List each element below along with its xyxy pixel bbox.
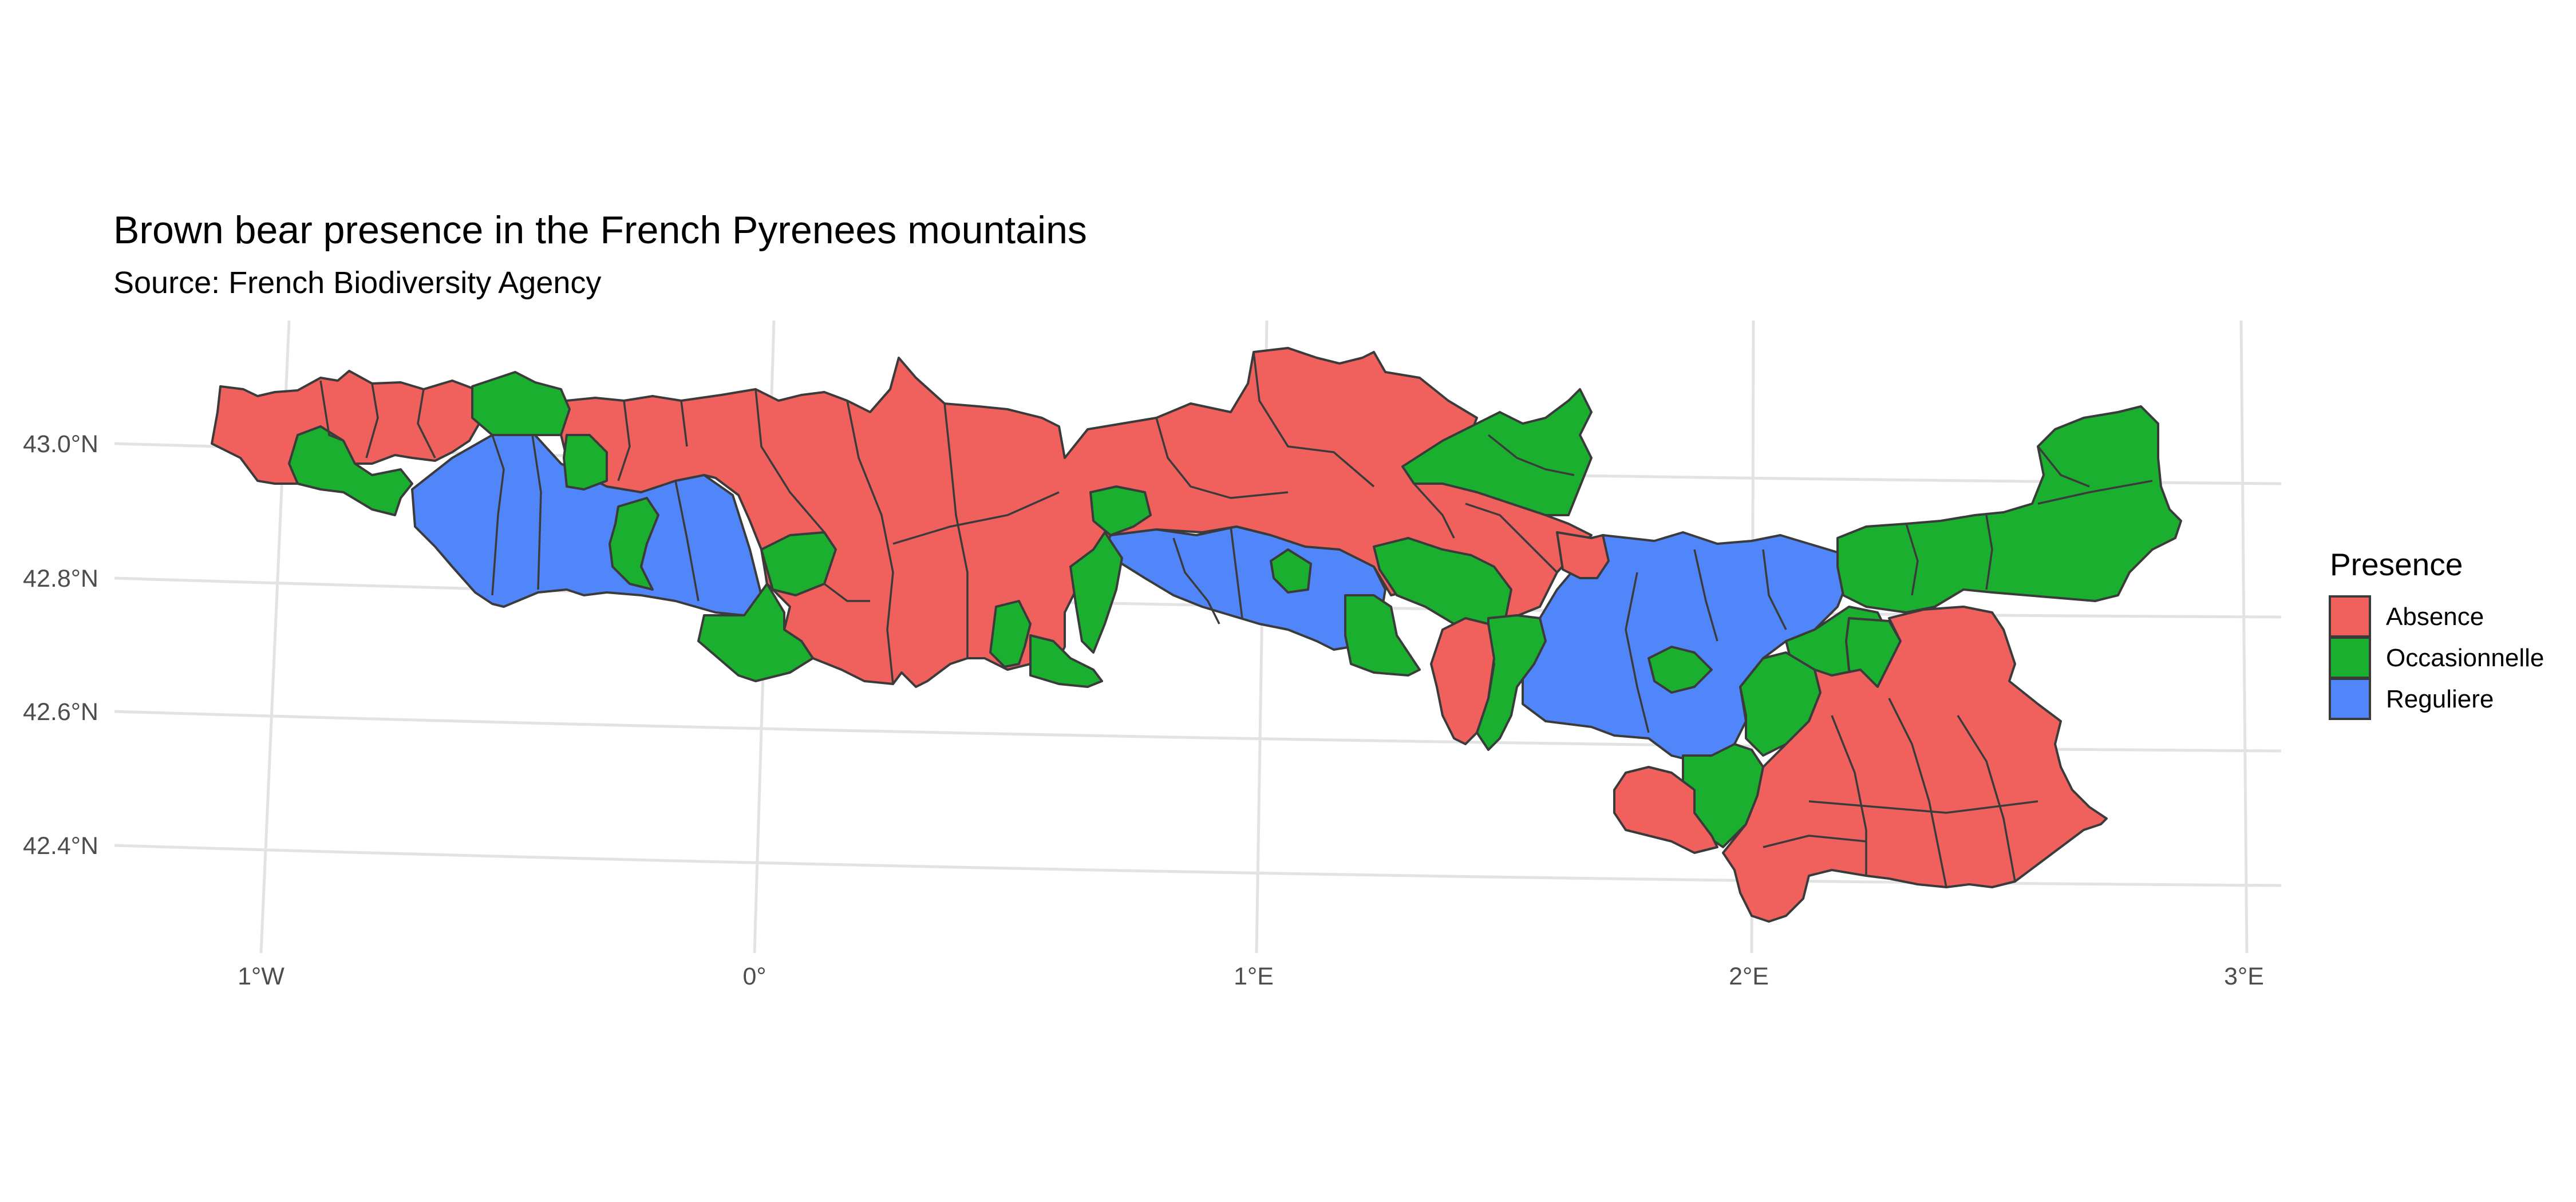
region-occasionnelle-w2 — [471, 371, 571, 436]
subdivision-line — [491, 434, 505, 596]
map-regions — [211, 347, 2182, 923]
region-occasionnelle-w3 — [563, 434, 608, 491]
subdivision-line — [674, 480, 700, 602]
subdivision-line — [1693, 549, 1718, 642]
region-occasionnelle-w8 — [1029, 634, 1103, 688]
subdivision-line — [1155, 417, 1289, 499]
y-axis-labels: 43.0°N 42.8°N 42.6°N 42.4°N — [23, 430, 98, 860]
subdivision-line — [365, 383, 379, 458]
x-axis-labels: 1°W 0° 1°E 2°E 3°E — [238, 963, 2264, 990]
map-title: Brown bear presence in the French Pyrene… — [113, 208, 1087, 252]
y-tick-label: 42.6°N — [23, 698, 98, 726]
legend-label-reguliere: Reguliere — [2386, 685, 2494, 713]
subdivision-line — [823, 583, 870, 602]
region-occasionnelle-east — [1836, 405, 2182, 614]
region-absence-sw-east — [1613, 766, 1718, 854]
subdivision-line — [754, 389, 825, 533]
subdivision-line — [1762, 549, 1787, 630]
region-occasionnelle-e5 — [1647, 646, 1713, 694]
subdivision-line — [2037, 445, 2090, 488]
subdivision-line — [417, 389, 436, 458]
region-occasionnelle-w7 — [989, 600, 1032, 668]
x-tick-label: 3°E — [2224, 963, 2264, 990]
subdivision-line — [531, 434, 542, 590]
subdivision-line — [1905, 523, 1919, 596]
subdivision-line — [1763, 835, 1867, 848]
subdivision-line — [1625, 572, 1650, 733]
region-absence-far-west — [211, 370, 482, 485]
subdivision-line — [1888, 698, 1947, 888]
subdivision-line — [1831, 715, 1867, 876]
region-occasionnelle-c2 — [1344, 594, 1421, 677]
region-absence-east — [1722, 606, 2108, 923]
map-subtitle: Source: French Biodiversity Agency — [113, 266, 601, 300]
subdivision-line — [1487, 434, 1575, 476]
x-tick-label: 2°E — [1729, 963, 1769, 990]
region-occasionnelle-w10 — [1089, 485, 1152, 536]
subdivision-line — [2037, 480, 2153, 505]
x-tick-label: 1°W — [238, 963, 285, 990]
region-absence-c1 — [1430, 617, 1495, 745]
graticule-lon-3e — [2239, 320, 2249, 954]
region-occasionnelle-c1 — [1270, 548, 1312, 594]
y-tick-label: 42.4°N — [23, 832, 98, 860]
region-occasionnelle-c5 — [1401, 388, 1593, 516]
subdivision-line — [1985, 515, 1993, 590]
subdivision-line — [1172, 537, 1220, 624]
subdivision-line — [1413, 483, 1455, 539]
subdivision-line — [943, 403, 969, 658]
region-occasionnelle-w9 — [1069, 531, 1123, 654]
region-subdivisions — [319, 351, 2153, 888]
subdivision-line — [846, 400, 894, 685]
legend-key-reguliere — [2329, 678, 2371, 720]
subdivision-line — [1230, 526, 1243, 619]
subdivision-line — [1465, 503, 1558, 574]
region-occasionnelle-w1 — [288, 425, 413, 516]
subdivision-line — [892, 491, 1060, 545]
subdivision-line — [680, 400, 688, 447]
x-tick-label: 0° — [742, 963, 766, 990]
region-occasionnelle-w6 — [760, 531, 837, 596]
region-occasionnelle-w4 — [609, 497, 659, 591]
region-occasionnelle-w5 — [697, 583, 814, 682]
subdivision-line — [1253, 351, 1375, 488]
subdivision-line — [1808, 800, 2038, 814]
subdivision-line — [1957, 715, 2016, 882]
subdivision-line — [617, 400, 631, 481]
legend-title: Presence — [2330, 547, 2463, 582]
x-tick-label: 1°E — [1234, 963, 1274, 990]
legend-label-absence: Absence — [2386, 603, 2484, 631]
region-absence-c2 — [1556, 531, 1610, 579]
y-tick-label: 42.8°N — [23, 565, 98, 592]
y-tick-label: 43.0°N — [23, 430, 98, 458]
legend-key-occasionnelle — [2329, 636, 2371, 679]
legend: Presence Absence Occasionnelle Reguliere — [2329, 547, 2544, 720]
legend-key-absence — [2329, 595, 2371, 638]
legend-label-occasionnelle: Occasionnelle — [2386, 644, 2544, 672]
subdivision-line — [319, 380, 344, 442]
